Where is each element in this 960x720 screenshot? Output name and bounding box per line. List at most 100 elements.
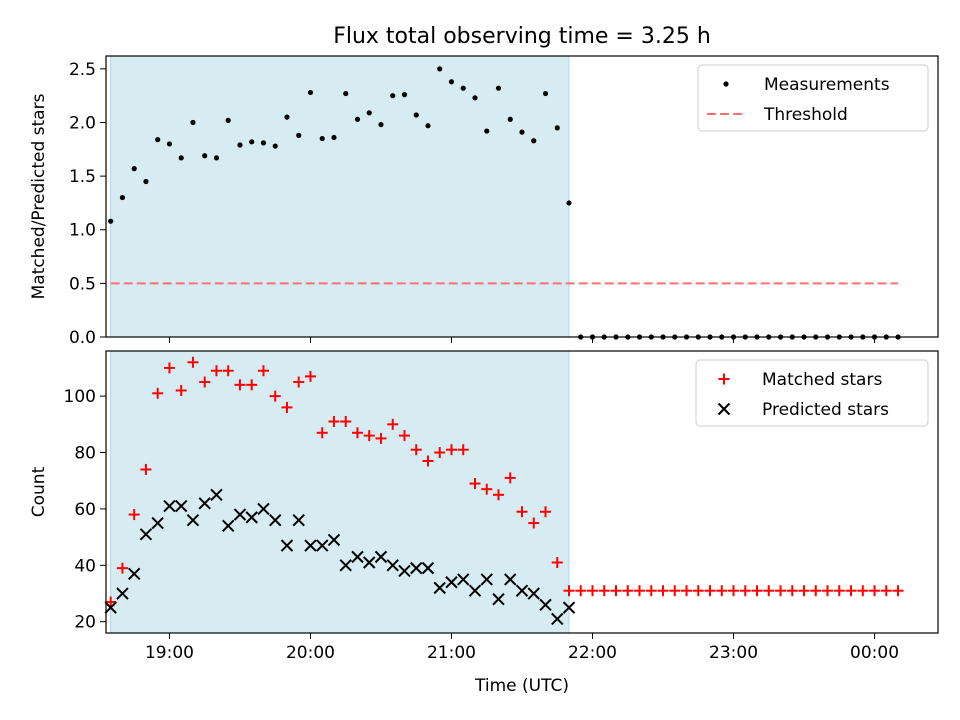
ratio-panel-x-ticks: [168, 337, 876, 343]
matched-stars-point: [892, 585, 904, 597]
matched-stars-point: [681, 585, 693, 597]
measurement-point: [507, 116, 513, 122]
predicted-stars-point: [492, 592, 505, 606]
measurement-point: [472, 95, 478, 101]
measurement-point: [307, 89, 314, 96]
predicted-stars-point: [316, 539, 329, 552]
matched-stars-point: [445, 444, 457, 456]
matched-stars-point: [152, 387, 164, 399]
legend-x-swatch: [717, 402, 731, 416]
matched-stars-point: [410, 444, 422, 456]
matched-stars-point: [739, 585, 751, 597]
matched-stars-point: [880, 585, 892, 597]
y-tick-label: 60: [74, 500, 96, 520]
matched-stars-point: [304, 370, 316, 382]
matched-stars-point: [540, 506, 552, 518]
matched-stars-point: [516, 506, 528, 518]
matched-stars-point: [492, 489, 504, 501]
matched-stars-point: [140, 463, 152, 475]
matched-stars-point: [316, 427, 328, 439]
measurement-point: [401, 92, 408, 98]
matched-stars-point: [163, 362, 175, 374]
predicted-stars-point: [304, 539, 317, 552]
matched-stars-point: [340, 416, 352, 427]
legend-label: Predicted stars: [762, 400, 889, 420]
predicted-stars-point: [457, 573, 470, 586]
matched-stars-point: [281, 401, 293, 413]
measurement-point: [413, 112, 419, 118]
matched-stars-point: [575, 585, 587, 597]
measurement-point: [213, 155, 220, 161]
matched-stars-point: [351, 427, 363, 439]
measurement-point: [155, 137, 161, 143]
x-tick-label: 00:00: [850, 643, 899, 663]
x-tick-label: 19:00: [145, 643, 194, 663]
measurement-point: [166, 141, 173, 147]
measurement-point: [531, 138, 537, 144]
measurement-point: [425, 123, 431, 129]
y-tick-label: 1.0: [69, 221, 96, 241]
measurement-point: [178, 155, 184, 161]
matched-stars-point: [763, 585, 775, 597]
matched-stars-point: [845, 585, 857, 597]
matched-stars-point: [857, 585, 869, 597]
matched-stars-point: [634, 585, 646, 597]
predicted-stars-point: [339, 559, 352, 572]
matched-stars-point: [257, 365, 269, 377]
legend-label: Measurements: [764, 75, 890, 95]
matched-stars-point: [457, 444, 469, 456]
predicted-stars-point: [104, 601, 117, 614]
measurement-point: [296, 132, 302, 138]
predicted-stars-point: [327, 533, 341, 547]
matched-stars-point: [810, 585, 822, 597]
ratio-panel-legend: Measurements Threshold: [697, 64, 929, 132]
measurement-point: [495, 85, 502, 91]
measurement-point: [519, 129, 525, 135]
predicted-stars-point: [151, 516, 164, 530]
matched-stars-point: [587, 585, 599, 597]
counts-panel-y-axis: 20 40 60 80 100: [64, 387, 106, 633]
legend-box: [695, 359, 929, 427]
matched-stars-point: [645, 585, 657, 597]
matched-stars-point: [293, 376, 305, 388]
y-tick-label: 100: [64, 387, 96, 407]
predicted-stars-point: [445, 576, 458, 589]
measurement-point: [119, 194, 126, 201]
matched-stars-point: [775, 585, 787, 597]
measurement-point: [542, 90, 549, 97]
matched-stars-point: [704, 585, 716, 597]
matched-stars-point: [234, 379, 246, 391]
matched-stars-point: [398, 430, 410, 442]
measurement-point: [202, 153, 208, 159]
predicted-stars-point: [116, 587, 129, 600]
matched-stars-point: [822, 585, 834, 597]
matched-stars-point: [798, 585, 810, 597]
legend-label: Threshold: [763, 105, 848, 125]
counts-panel-legend: Matched stars Predicted stars: [695, 359, 929, 427]
predicted-stars-point: [468, 584, 482, 597]
measurement-point: [319, 135, 325, 142]
matched-stars-point: [128, 509, 140, 521]
predicted-stars-point: [233, 508, 247, 521]
predicted-stars-point: [127, 567, 141, 580]
matched-stars-point: [551, 557, 563, 568]
measurement-point: [354, 116, 361, 122]
matched-stars-point: [622, 585, 634, 597]
y-tick-label: 0.5: [69, 274, 96, 294]
matched-stars-point: [328, 416, 340, 427]
measurement-point: [331, 134, 337, 141]
measurement-point: [225, 117, 231, 123]
predicted-stars-point: [433, 581, 446, 595]
matched-stars-point: [598, 585, 610, 597]
measurement-point: [390, 93, 396, 99]
measurement-point: [460, 85, 466, 91]
predicted-stars-point: [421, 561, 435, 575]
predicted-stars-point: [175, 499, 188, 513]
predicted-stars-point: [210, 488, 223, 502]
matched-stars-point: [175, 384, 187, 396]
legend-dot-swatch: [723, 81, 729, 87]
y-tick-label: 40: [74, 556, 96, 576]
matched-stars-point: [833, 585, 845, 597]
matched-stars-point: [504, 472, 516, 484]
